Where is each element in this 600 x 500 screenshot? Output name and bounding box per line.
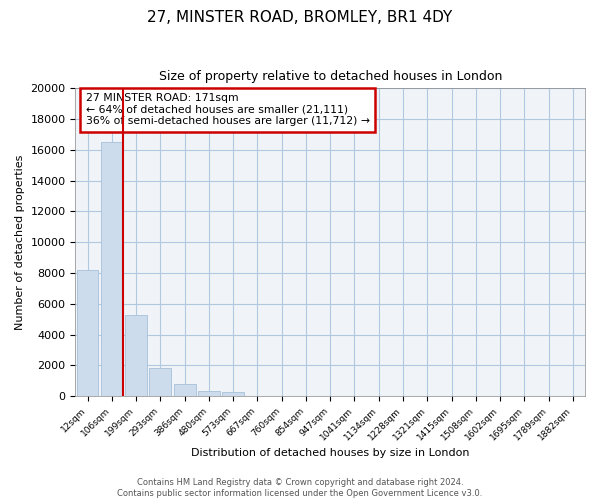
Text: Contains HM Land Registry data © Crown copyright and database right 2024.
Contai: Contains HM Land Registry data © Crown c… (118, 478, 482, 498)
Bar (198, 392, 220, 396)
Title: Size of property relative to detached houses in London: Size of property relative to detached ho… (158, 70, 502, 83)
Bar (149, 368, 171, 396)
X-axis label: Distribution of detached houses by size in London: Distribution of detached houses by size … (191, 448, 469, 458)
Bar (222, 392, 244, 396)
Bar (77, 270, 98, 396)
Y-axis label: Number of detached properties: Number of detached properties (15, 154, 25, 330)
Text: 27 MINSTER ROAD: 171sqm
← 64% of detached houses are smaller (21,111)
36% of sem: 27 MINSTER ROAD: 171sqm ← 64% of detache… (86, 93, 370, 126)
Bar (125, 314, 147, 396)
Text: 27, MINSTER ROAD, BROMLEY, BR1 4DY: 27, MINSTER ROAD, BROMLEY, BR1 4DY (148, 10, 452, 25)
Bar (173, 384, 196, 396)
Bar (101, 142, 123, 396)
